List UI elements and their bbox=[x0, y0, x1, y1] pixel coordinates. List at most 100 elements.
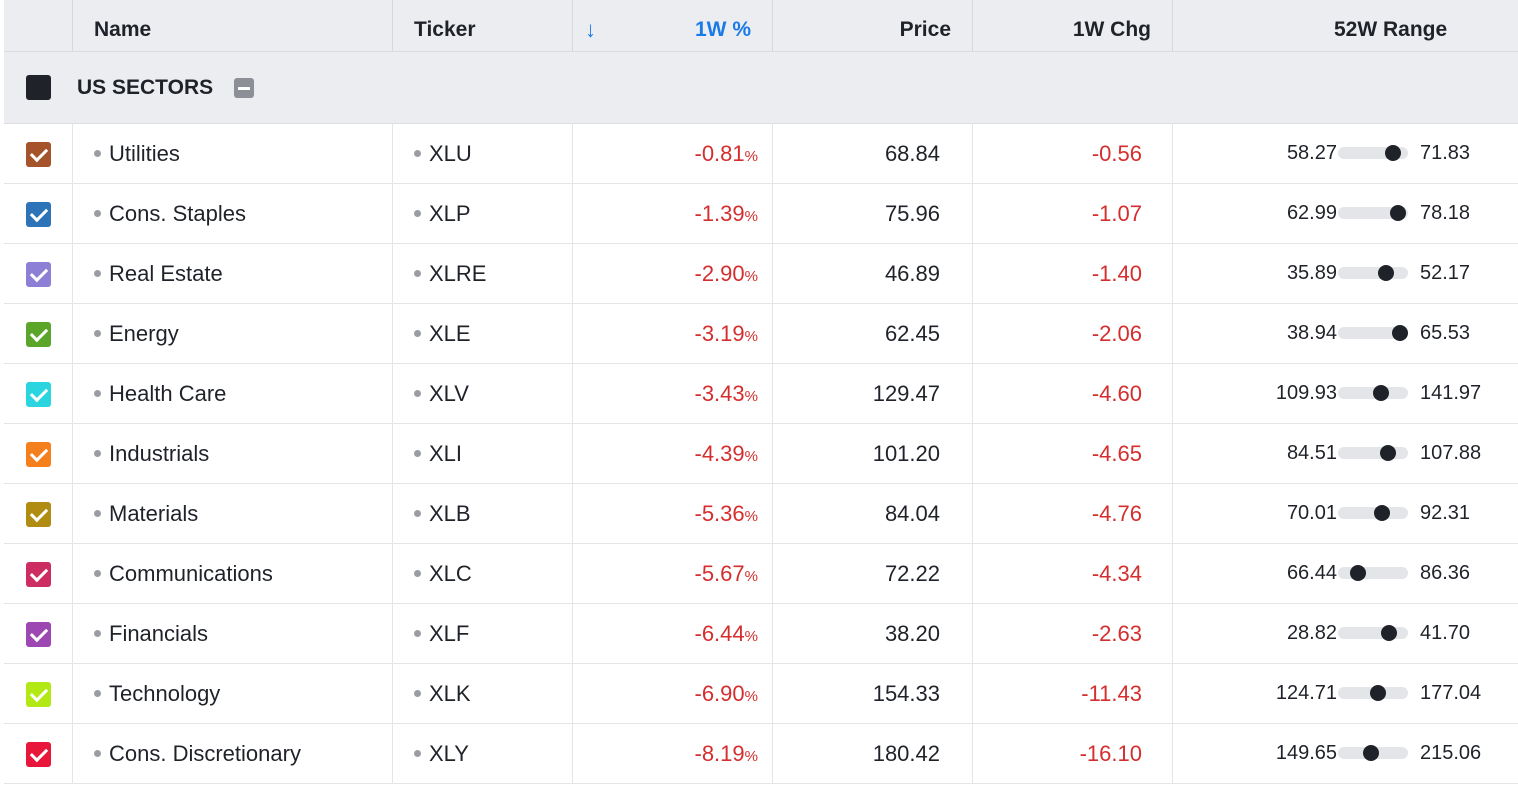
table-row[interactable]: Energy XLE -3.19% 62.45 -2.06 38.94 65.53 bbox=[4, 304, 1518, 364]
collapse-icon[interactable] bbox=[234, 78, 254, 98]
bullet-icon bbox=[94, 629, 101, 637]
range-bar bbox=[1338, 325, 1408, 341]
price-value: 62.45 bbox=[884, 321, 940, 346]
percent-sign: % bbox=[744, 628, 758, 645]
row-checkbox[interactable] bbox=[26, 382, 51, 407]
row-checkbox[interactable] bbox=[26, 142, 51, 167]
group-select-checkbox[interactable] bbox=[26, 75, 51, 100]
week-percent-cell: -6.90% bbox=[573, 664, 773, 724]
header-1w-change[interactable]: 1W Chg bbox=[973, 0, 1173, 52]
bullet-icon bbox=[414, 509, 421, 517]
range-bar bbox=[1338, 505, 1408, 521]
price-cell: 101.20 bbox=[773, 424, 973, 484]
range-high-value: 41.70 bbox=[1420, 622, 1471, 644]
ticker-symbol[interactable]: XLP bbox=[429, 201, 471, 226]
sector-name[interactable]: Materials bbox=[109, 501, 199, 526]
header-name[interactable]: Name bbox=[73, 0, 393, 52]
bullet-icon bbox=[94, 689, 101, 697]
ticker-symbol[interactable]: XLF bbox=[429, 621, 470, 646]
percent-sign: % bbox=[744, 748, 758, 765]
select-cell bbox=[4, 724, 73, 784]
range-bar bbox=[1338, 685, 1408, 701]
week-percent-value: -5.36 bbox=[694, 501, 745, 526]
sector-name[interactable]: Technology bbox=[109, 681, 221, 706]
bullet-icon bbox=[414, 569, 421, 577]
table-row[interactable]: Materials XLB -5.36% 84.04 -4.76 70.01 92.31 bbox=[4, 484, 1518, 544]
table-row[interactable]: Cons. Discretionary XLY -8.19% 180.42 -16.10… bbox=[4, 724, 1518, 784]
row-checkbox[interactable] bbox=[26, 562, 51, 587]
percent-sign: % bbox=[744, 508, 758, 525]
sector-name[interactable]: Cons. Discretionary bbox=[109, 741, 301, 766]
row-checkbox[interactable] bbox=[26, 502, 51, 527]
name-cell: Utilities bbox=[73, 124, 393, 184]
range-bar bbox=[1338, 385, 1408, 401]
ticker-symbol[interactable]: XLU bbox=[429, 141, 472, 166]
ticker-symbol[interactable]: XLC bbox=[429, 561, 472, 586]
ticker-symbol[interactable]: XLE bbox=[429, 321, 471, 346]
table-row[interactable]: Utilities XLU -0.81% 68.84 -0.56 58.27 71.83 bbox=[4, 124, 1518, 184]
ticker-symbol[interactable]: XLK bbox=[429, 681, 471, 706]
bullet-icon bbox=[94, 269, 101, 277]
header-1w-percent-label: 1W % bbox=[694, 18, 751, 41]
row-checkbox[interactable] bbox=[26, 262, 51, 287]
header-ticker[interactable]: Ticker bbox=[393, 0, 573, 52]
range-low-value: 66.44 bbox=[1286, 562, 1337, 584]
percent-sign: % bbox=[744, 388, 758, 405]
header-price[interactable]: Price bbox=[773, 0, 973, 52]
header-52w-range[interactable]: 52W Range bbox=[1173, 0, 1518, 52]
header-1w-change-label: 1W Chg bbox=[1072, 18, 1151, 41]
price-cell: 75.96 bbox=[773, 184, 973, 244]
ticker-cell: XLP bbox=[393, 184, 573, 244]
week-change-cell: -2.63 bbox=[973, 604, 1173, 664]
sector-name[interactable]: Financials bbox=[109, 621, 209, 646]
ticker-symbol[interactable]: XLV bbox=[429, 381, 469, 406]
row-checkbox[interactable] bbox=[26, 682, 51, 707]
sector-name[interactable]: Utilities bbox=[109, 141, 180, 166]
ticker-symbol[interactable]: XLB bbox=[429, 501, 471, 526]
price-value: 129.47 bbox=[872, 381, 940, 406]
bullet-icon bbox=[414, 629, 421, 637]
sector-name[interactable]: Cons. Staples bbox=[109, 201, 246, 226]
group-row-us-sectors[interactable]: US SECTORS bbox=[4, 52, 1518, 124]
sector-name[interactable]: Industrials bbox=[109, 441, 210, 466]
row-checkbox[interactable] bbox=[26, 322, 51, 347]
range-bar bbox=[1338, 745, 1408, 761]
row-checkbox[interactable] bbox=[26, 202, 51, 227]
ticker-symbol[interactable]: XLI bbox=[429, 441, 463, 466]
bullet-icon bbox=[414, 329, 421, 337]
table-row[interactable]: Communications XLC -5.67% 72.22 -4.34 66.44 86… bbox=[4, 544, 1518, 604]
week-change-value: -4.60 bbox=[1091, 381, 1142, 406]
row-checkbox[interactable] bbox=[26, 442, 51, 467]
table-row[interactable]: Technology XLK -6.90% 154.33 -11.43 124.71 177… bbox=[4, 664, 1518, 724]
range-position-marker bbox=[1381, 625, 1398, 641]
bullet-icon bbox=[94, 389, 101, 397]
row-checkbox[interactable] bbox=[26, 622, 51, 647]
price-value: 72.22 bbox=[884, 561, 940, 586]
week-change-value: -4.76 bbox=[1091, 501, 1142, 526]
header-name-label: Name bbox=[94, 18, 152, 41]
ticker-symbol[interactable]: XLRE bbox=[429, 261, 487, 286]
ticker-symbol[interactable]: XLY bbox=[429, 741, 469, 766]
table-row[interactable]: Industrials XLI -4.39% 101.20 -4.65 84.51 107.… bbox=[4, 424, 1518, 484]
table-row[interactable]: Financials XLF -6.44% 38.20 -2.63 28.82 41.70 bbox=[4, 604, 1518, 664]
range-high-value: 215.06 bbox=[1420, 742, 1482, 764]
price-value: 154.33 bbox=[872, 681, 940, 706]
week-change-cell: -1.07 bbox=[973, 184, 1173, 244]
range-high-value: 177.04 bbox=[1420, 682, 1482, 704]
price-value: 38.20 bbox=[884, 621, 940, 646]
sector-name[interactable]: Communications bbox=[109, 561, 273, 586]
name-cell: Cons. Staples bbox=[73, 184, 393, 244]
table-row[interactable]: Real Estate XLRE -2.90% 46.89 -1.40 35.89 52.1… bbox=[4, 244, 1518, 304]
sector-name[interactable]: Health Care bbox=[109, 381, 227, 406]
header-1w-percent[interactable]: ↓ 1W % bbox=[573, 0, 773, 52]
table-row[interactable]: Cons. Staples XLP -1.39% 75.96 -1.07 62.99 78.… bbox=[4, 184, 1518, 244]
range-position-marker bbox=[1362, 745, 1379, 761]
week-change-value: -1.07 bbox=[1091, 201, 1142, 226]
price-cell: 84.04 bbox=[773, 484, 973, 544]
sector-name[interactable]: Energy bbox=[109, 321, 179, 346]
price-value: 75.96 bbox=[884, 201, 940, 226]
table-row[interactable]: Health Care XLV -3.43% 129.47 -4.60 109.93 141… bbox=[4, 364, 1518, 424]
row-checkbox[interactable] bbox=[26, 742, 51, 767]
sector-name[interactable]: Real Estate bbox=[109, 261, 223, 286]
week-change-cell: -1.40 bbox=[973, 244, 1173, 304]
